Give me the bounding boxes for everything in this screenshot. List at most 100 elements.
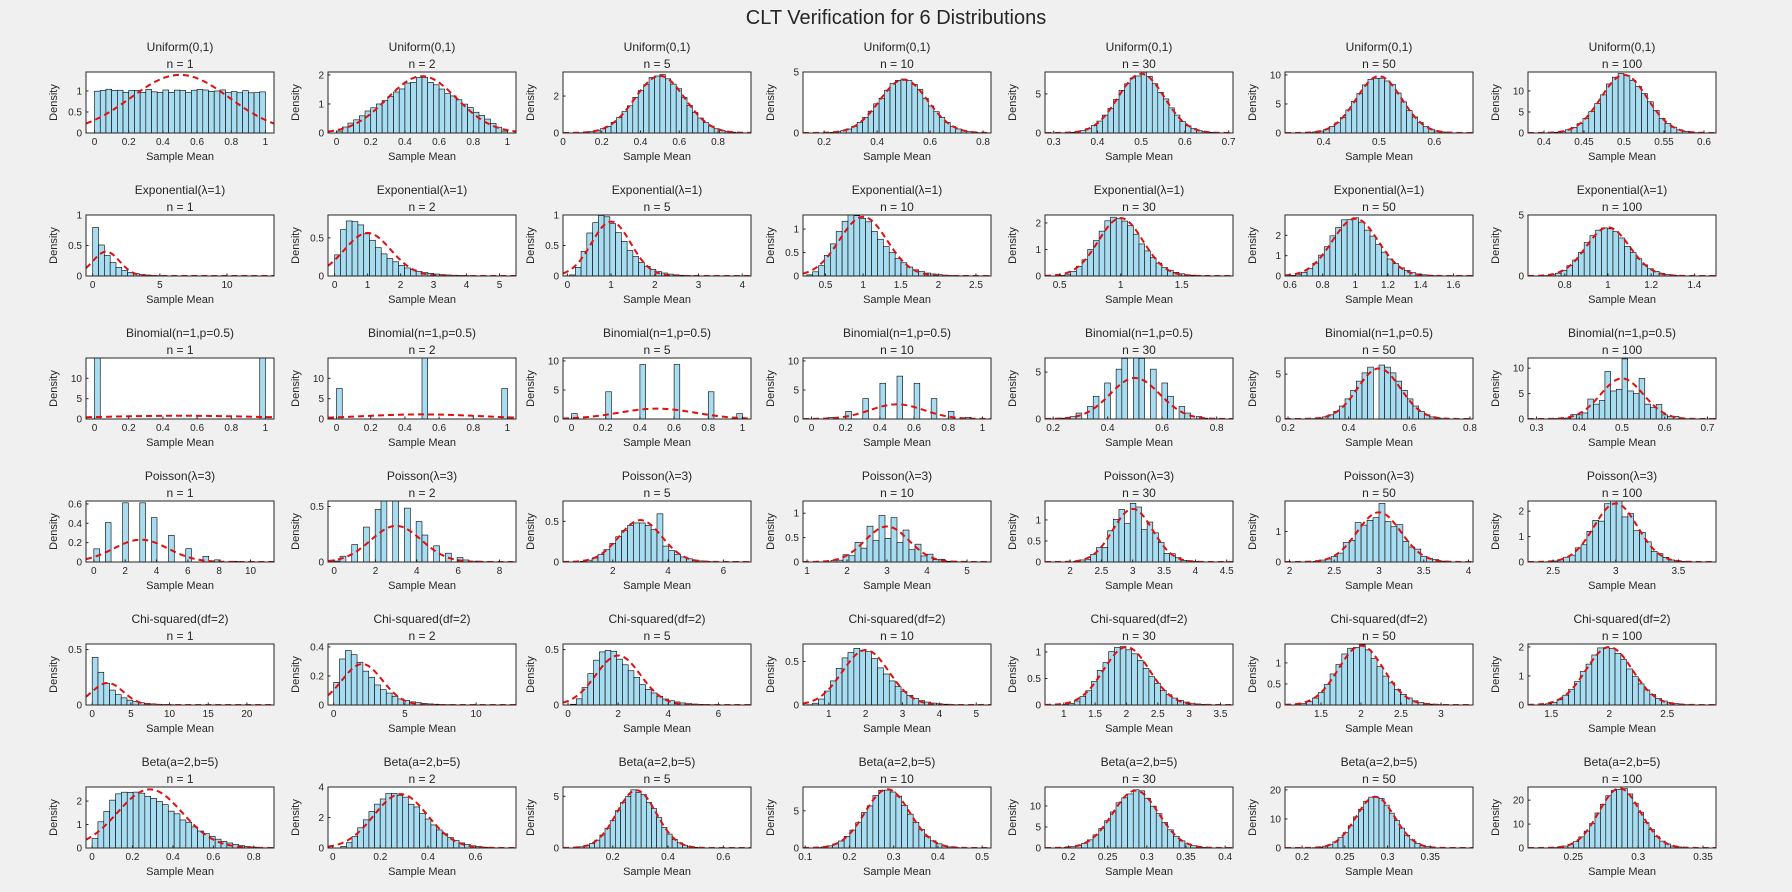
histogram-bar [219,89,226,133]
histogram-bar [1138,243,1145,276]
x-tick-label: 1.5 [894,280,908,291]
x-tick-label: 2 [1124,709,1130,720]
subplot-subtitle: n = 1 [166,343,193,357]
subplot-title: Chi-squared(df=2) [131,612,228,626]
x-tick-label: 0.6 [716,852,730,863]
plot-area [803,788,991,848]
histogram-bar [654,75,661,133]
histogram-bar [883,673,890,705]
histogram-bar [935,843,943,848]
axes-frame [1527,71,1717,134]
x-tick-label: 8 [216,566,222,577]
y-tick-label: 5 [1518,107,1524,118]
histogram-bar [421,534,429,562]
histogram-bar [1384,366,1391,419]
x-tick-label: 3 [696,280,702,291]
x-tick-label: 0 [334,423,340,434]
x-tick-label: 6 [455,566,461,577]
x-axis-label: Sample Mean [1105,866,1173,878]
axes-frame [85,643,275,706]
histogram-bar [918,829,925,848]
y-tick-label: 0.5 [68,107,82,118]
histogram-bar [632,97,639,133]
x-tick-label: 3 [1376,566,1382,577]
histogram-bar [380,689,387,705]
subplot-subtitle: n = 50 [1362,343,1396,357]
y-tick-label: 0 [553,129,559,140]
histogram-bar [92,227,99,276]
y-tick-label: 0 [1275,129,1281,140]
y-axis-label: Density [48,84,60,121]
histogram-bar [1369,235,1377,276]
subplot-subtitle: n = 100 [1602,57,1643,71]
x-tick-label: 0.4 [1091,137,1105,148]
histogram-bar [1583,242,1591,276]
normal-curve [563,220,751,276]
histogram-bar [1121,220,1128,276]
x-axis-label: Sample Mean [1345,294,1413,306]
histogram-bar [185,548,192,562]
histogram-bar [427,82,434,133]
x-axis-label: Sample Mean [1105,580,1173,592]
histogram-bar [1627,793,1634,848]
histogram-bar [103,811,110,848]
axes-frame [327,214,517,277]
x-tick-label: 0.5 [1134,137,1148,148]
y-tick-label: 0 [1035,558,1041,569]
histogram-bar [1353,816,1359,848]
subplot-subtitle: n = 5 [643,343,670,357]
y-tick-label: 0 [1035,129,1041,140]
histogram-bar [461,103,468,133]
histogram-bar [1641,93,1648,133]
y-tick-label: 1 [1035,515,1041,526]
histogram-bar [421,77,428,133]
subplot-0-0: Uniform(0,1) n = 1 0 0.2 0.4 0.6 0.8 1 0 0.5 1 Samp… [48,40,275,163]
histogram-bar [1382,675,1390,705]
x-tick-label: 0 [560,137,566,148]
histogram-bar [703,122,710,133]
histogram-bar [139,92,147,133]
x-tick-label: 0.25 [1098,852,1118,863]
subplot-4-6: Chi-squared(df=2) n = 100 1.5 2 2.5 0 1 2 Sample… [1490,612,1717,735]
y-axis-label: Density [525,799,537,836]
histogram-bar [259,91,266,133]
histogram-bar [1621,516,1629,562]
plot-area [1045,789,1233,848]
histogram-bar [888,252,896,276]
histogram-bar [900,78,907,133]
histogram-bar [1411,116,1419,133]
histogram-bar [1138,358,1146,419]
subplot-subtitle: n = 30 [1122,629,1156,643]
histogram-bar [955,128,962,133]
x-tick-label: 0.6 [469,852,483,863]
histogram-bar [665,78,672,133]
histogram-bar [681,97,688,133]
y-tick-label: 0 [1275,272,1281,283]
histogram-bar [645,689,652,705]
subplot-title: Uniform(0,1) [147,40,214,54]
y-tick-label: 0.6 [68,499,82,510]
histogram-bar [410,82,417,133]
y-axis-label: Density [765,227,777,264]
histogram-bar [421,358,428,419]
y-axis-label: Density [48,513,60,550]
histogram-bar [609,820,616,848]
histogram-bar [393,91,400,133]
y-axis-label: Density [48,370,60,407]
normal-curve [1285,644,1473,705]
histogram-bar [894,686,902,705]
histogram-bar [1626,668,1633,705]
histogram-bar [871,231,878,276]
histogram-bar [356,661,364,705]
y-axis-label: Density [1490,513,1502,550]
histogram-bar [139,502,146,562]
histogram-bar [438,88,446,133]
normal-curve [563,519,751,562]
histogram-bar [1629,80,1637,133]
histogram-bar [1135,75,1142,133]
histogram-bar [889,791,897,848]
histogram-bar [862,398,869,419]
subplot-subtitle: n = 50 [1362,486,1396,500]
histogram-bar [1127,225,1134,276]
x-tick-label: 1 [804,566,810,577]
